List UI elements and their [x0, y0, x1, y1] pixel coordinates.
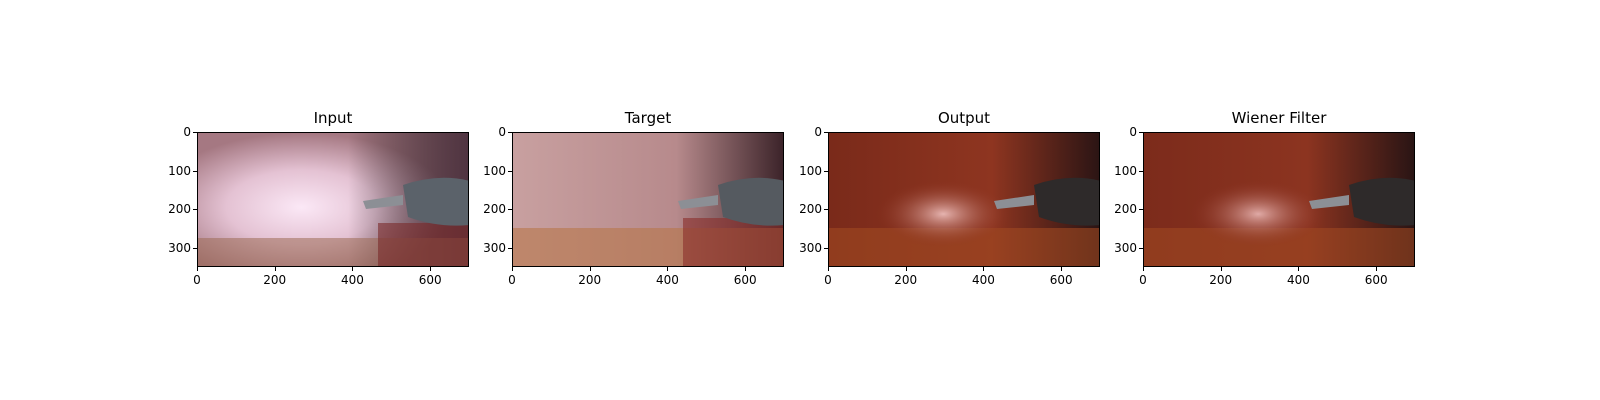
x-tick-label: 600	[1364, 273, 1388, 287]
x-tick-mark	[274, 267, 276, 271]
y-tick-mark	[1139, 170, 1143, 172]
x-tick-label: 200	[894, 273, 918, 287]
y-tick-mark	[824, 247, 828, 249]
x-tick-label: 0	[508, 273, 516, 287]
y-tick-label: 0	[498, 125, 506, 139]
target-image	[512, 132, 784, 267]
x-tick-mark	[589, 267, 591, 271]
y-tick-mark	[193, 247, 197, 249]
y-tick-label: 100	[799, 163, 822, 178]
x-tick-mark	[1143, 267, 1144, 271]
panel-title: Target	[624, 109, 672, 127]
x-tick-mark	[1376, 267, 1378, 271]
wiener-filter-image	[1143, 132, 1415, 267]
x-tick-label: 400	[655, 273, 679, 287]
y-tick-mark	[824, 209, 828, 211]
y-tick-mark	[1139, 209, 1143, 211]
x-tick-label: 600	[418, 273, 442, 287]
x-tick-mark	[352, 267, 354, 271]
x-tick-label: 400	[340, 273, 364, 287]
y-tick-mark	[508, 132, 512, 133]
y-tick-mark	[824, 132, 828, 133]
x-tick-mark	[430, 267, 432, 271]
y-tick-label: 100	[1114, 163, 1137, 178]
x-tick-label: 0	[1139, 273, 1147, 287]
x-tick-label: 600	[733, 273, 757, 287]
x-tick-mark	[1220, 267, 1222, 271]
y-tick-label: 300	[168, 240, 191, 255]
y-tick-mark	[193, 170, 197, 172]
y-tick-mark	[824, 170, 828, 172]
input-image	[197, 132, 469, 267]
y-tick-label: 300	[799, 240, 822, 255]
y-tick-label: 200	[168, 202, 191, 217]
x-tick-mark	[905, 267, 907, 271]
x-tick-mark	[745, 267, 747, 271]
x-tick-mark	[1298, 267, 1300, 271]
x-tick-mark	[983, 267, 985, 271]
y-tick-label: 0	[1129, 125, 1137, 139]
x-tick-label: 0	[193, 273, 201, 287]
y-tick-label: 200	[483, 202, 506, 217]
panel-title: Input	[313, 109, 353, 127]
x-tick-label: 200	[1209, 273, 1233, 287]
y-tick-label: 200	[1114, 202, 1137, 217]
panel-title: Output	[937, 109, 991, 127]
x-tick-label: 200	[263, 273, 287, 287]
y-tick-label: 300	[1114, 240, 1137, 255]
y-tick-label: 0	[814, 125, 822, 139]
panel-title: Wiener Filter	[1231, 109, 1327, 127]
y-tick-mark	[1139, 132, 1143, 133]
x-tick-label: 0	[824, 273, 832, 287]
x-tick-mark	[1061, 267, 1063, 271]
y-tick-mark	[508, 209, 512, 211]
y-tick-label: 100	[483, 163, 506, 178]
y-tick-mark	[193, 209, 197, 211]
x-tick-mark	[197, 267, 198, 271]
y-tick-mark	[193, 132, 197, 133]
x-tick-label: 400	[971, 273, 995, 287]
x-tick-label: 200	[578, 273, 602, 287]
y-tick-label: 300	[483, 240, 506, 255]
y-tick-label: 100	[168, 163, 191, 178]
y-tick-mark	[508, 247, 512, 249]
y-tick-mark	[1139, 247, 1143, 249]
x-tick-mark	[667, 267, 669, 271]
output-image	[828, 132, 1100, 267]
x-tick-mark	[512, 267, 513, 271]
x-tick-label: 600	[1049, 273, 1073, 287]
x-tick-mark	[828, 267, 829, 271]
y-tick-label: 200	[799, 202, 822, 217]
y-tick-label: 0	[183, 125, 191, 139]
x-tick-label: 400	[1286, 273, 1310, 287]
y-tick-mark	[508, 170, 512, 172]
